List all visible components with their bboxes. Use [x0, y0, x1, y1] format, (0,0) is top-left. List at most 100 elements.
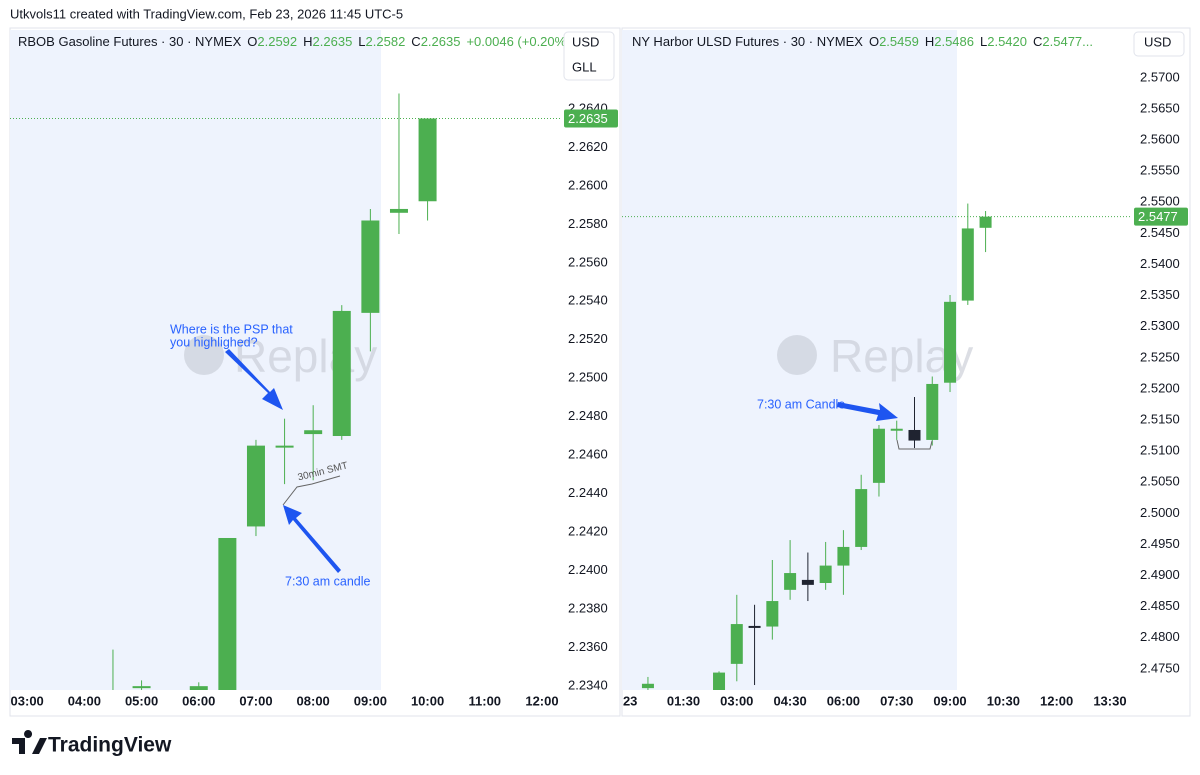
x-tick-label: 10:30: [987, 693, 1020, 708]
o: O: [247, 34, 257, 49]
y-tick-label: 2.4800: [1140, 629, 1180, 644]
annotation: you highlighed?: [170, 335, 258, 349]
x-tick-label: 09:00: [933, 693, 966, 708]
y-tick-label: 2.2560: [568, 254, 608, 269]
arrow: [225, 349, 283, 410]
y-tick-label: 2.2500: [568, 370, 608, 385]
price-tag: [1134, 207, 1188, 226]
price-tag-label: 2.2635: [568, 111, 608, 126]
legend: RBOB Gasoline Futures · 30 · NYMEX O2.259…: [18, 34, 571, 49]
y-tick-label: 2.2480: [568, 408, 608, 423]
x-tick-label: 23: [623, 693, 637, 708]
ov: 2.2592: [257, 34, 297, 49]
x-tick-label: 08:00: [297, 693, 330, 708]
header: Utkvols11 created with TradingView.com, …: [10, 6, 403, 21]
annotations: Where is the PSP that you highlighed? 30…: [170, 322, 933, 588]
smt-line: [282, 475, 341, 506]
body: [748, 625, 761, 628]
y-tick-label: 2.5650: [1140, 100, 1180, 115]
y-tick-label: 2.2540: [568, 293, 608, 308]
body: [332, 310, 351, 437]
annotation: 7:30 am candle: [285, 574, 371, 588]
y-tick-label: 2.5600: [1140, 132, 1180, 147]
x-tick-label: 13:30: [1093, 693, 1126, 708]
y-tick-label: 2.5350: [1140, 287, 1180, 302]
unit-button[interactable]: [563, 31, 615, 81]
unit[interactable]: USD: [1144, 34, 1171, 49]
x-tick-label: 10:00: [411, 693, 444, 708]
hv: 2.2635: [313, 34, 353, 49]
y-tick-label: 2.2360: [568, 639, 608, 654]
x-tick-label: 01:30: [667, 693, 700, 708]
body: [132, 686, 151, 689]
arrow: [837, 402, 898, 421]
body: [872, 428, 885, 483]
y-tick-label: 2.5400: [1140, 256, 1180, 271]
c: C: [411, 34, 420, 49]
x-tick-label: 06:00: [827, 693, 860, 708]
price-tag: [564, 109, 618, 128]
body: [961, 228, 974, 301]
body: [641, 683, 654, 689]
x-tick-label: 11:00: [469, 693, 502, 708]
y-tick-label: 2.5700: [1140, 69, 1180, 84]
body: [819, 565, 832, 584]
y-tick-label: 2.2520: [568, 331, 608, 346]
unit-button[interactable]: [1133, 31, 1185, 57]
y-tick-label: 2.2380: [568, 601, 608, 616]
logo: TradingView: [12, 730, 172, 757]
y-tick-label: 2.2340: [568, 678, 608, 693]
body: [418, 118, 437, 202]
annotation: 7:30 am Candle: [757, 397, 845, 411]
unit[interactable]: GLL: [572, 59, 597, 74]
y-tick-label: 2.5100: [1140, 443, 1180, 458]
body: [218, 537, 237, 690]
x-tick-label: 07:00: [239, 693, 272, 708]
body: [389, 208, 408, 213]
y-tick-label: 2.5250: [1140, 349, 1180, 364]
x-tick-label: 04:30: [773, 693, 806, 708]
logo-text: TradingView: [48, 734, 172, 757]
y-tick-label: 2.4950: [1140, 536, 1180, 551]
bracket: [896, 439, 933, 450]
unit[interactable]: USD: [572, 34, 599, 49]
body: [275, 445, 294, 448]
body: [837, 546, 850, 566]
y-tick-label: 2.2400: [568, 562, 608, 577]
candles: [641, 203, 992, 690]
lv: 2.2582: [366, 34, 406, 49]
symbol: RBOB Gasoline Futures · 30 · NYMEX: [18, 34, 242, 49]
body: [189, 686, 208, 690]
y-tick-label: 2.2440: [568, 485, 608, 500]
body: [801, 579, 814, 585]
body: [944, 301, 957, 383]
y-tick-label: 2.5000: [1140, 505, 1180, 520]
x-tick-label: 03:00: [720, 693, 753, 708]
legend: NY Harbor ULSD Futures · 30 · NYMEX O2.54…: [632, 34, 1093, 49]
x-tick-label: 12:00: [1040, 693, 1073, 708]
body: [304, 430, 323, 435]
y-tick-label: 2.2580: [568, 216, 608, 231]
body: [890, 428, 903, 431]
x-tick-label: 04:00: [68, 693, 101, 708]
price-tag-label: 2.5477: [1138, 209, 1178, 224]
y-tick-label: 2.2460: [568, 447, 608, 462]
h: H: [303, 34, 312, 49]
x-tick-label: 05:00: [125, 693, 158, 708]
x-tick-label: 07:30: [880, 693, 913, 708]
cv: 2.5477...: [1042, 34, 1093, 49]
l: L: [980, 34, 987, 49]
y-tick-label: 2.5200: [1140, 380, 1180, 395]
watermark-text: Replay: [234, 330, 377, 382]
y-tick-label: 2.2620: [568, 139, 608, 154]
body: [766, 601, 779, 627]
y-tick-label: 2.2420: [568, 524, 608, 539]
body: [104, 694, 122, 696]
body: [713, 672, 726, 690]
body: [784, 573, 797, 590]
change: +0.0046 (+0.20%): [466, 34, 570, 49]
y-tick-label: 2.5150: [1140, 411, 1180, 426]
hv: 2.5486: [934, 34, 974, 49]
o: O: [869, 34, 879, 49]
